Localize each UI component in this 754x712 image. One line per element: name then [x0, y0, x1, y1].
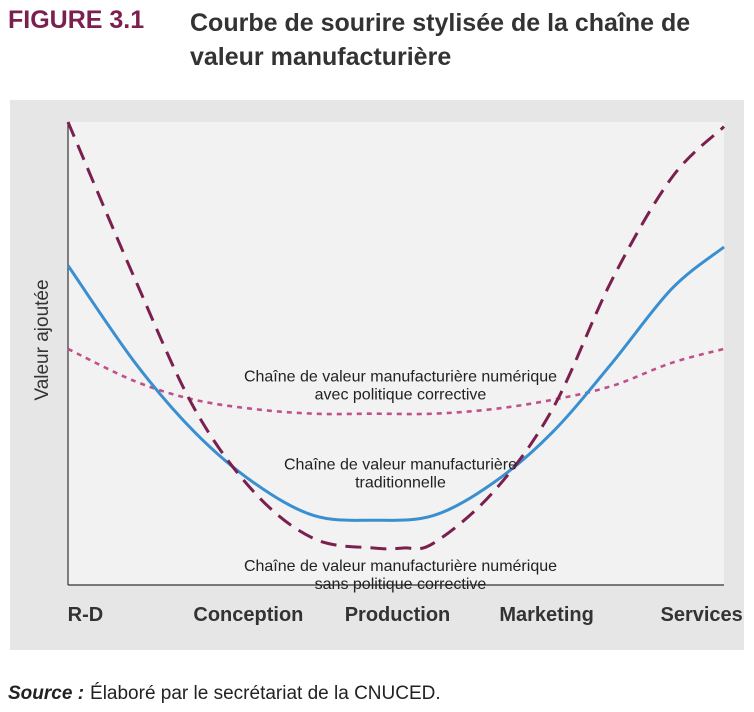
smile-curve-chart: Valeur ajoutée Chaîne de valeur manufact… [32, 121, 743, 626]
series-line-dashed [66, 121, 726, 551]
x-tick-labels: R-D Conception Production Marketing Services [68, 604, 743, 626]
series-line-solid [66, 245, 725, 522]
x-tick-label: Marketing [499, 604, 593, 626]
annotation-line: sans politique corrective [315, 576, 487, 593]
x-tick-label: R-D [68, 604, 104, 626]
annotation-line: avec politique corrective [315, 386, 487, 403]
annotation-line: traditionnelle [355, 474, 446, 491]
source-note: Source : Élaboré par le secrétariat de la… [8, 683, 441, 705]
annotation-line: Chaîne de valeur manufacturière numériqu… [244, 558, 557, 575]
x-tick-label: Services [660, 604, 742, 626]
annotation-line: Chaîne de valeur manufacturière [284, 456, 517, 473]
chart-panel: Valeur ajoutée Chaîne de valeur manufact… [10, 100, 744, 650]
source-label: Source : [8, 683, 85, 704]
curve-annotation-3: Chaîne de valeur manufacturière numériqu… [244, 558, 557, 593]
annotation-layer: Chaîne de valeur manufacturière numériqu… [244, 368, 557, 593]
figure-label: FIGURE 3.1 [8, 6, 145, 34]
annotation-line: Chaîne de valeur manufacturière numériqu… [244, 368, 557, 385]
source-text: Élaboré par le secrétariat de la CNUCED. [90, 683, 441, 704]
x-tick-label: Conception [193, 604, 303, 626]
y-axis-label: Valeur ajoutée [32, 279, 53, 400]
series-layer [66, 121, 726, 551]
curve-annotation-2: Chaîne de valeur manufacturière tradition… [284, 456, 517, 491]
figure-title: Courbe de sourire stylisée de la chaîne … [190, 9, 691, 71]
x-tick-label: Production [345, 604, 451, 626]
plot-area [68, 122, 724, 585]
curve-annotation-1: Chaîne de valeur manufacturière numériqu… [244, 368, 557, 403]
